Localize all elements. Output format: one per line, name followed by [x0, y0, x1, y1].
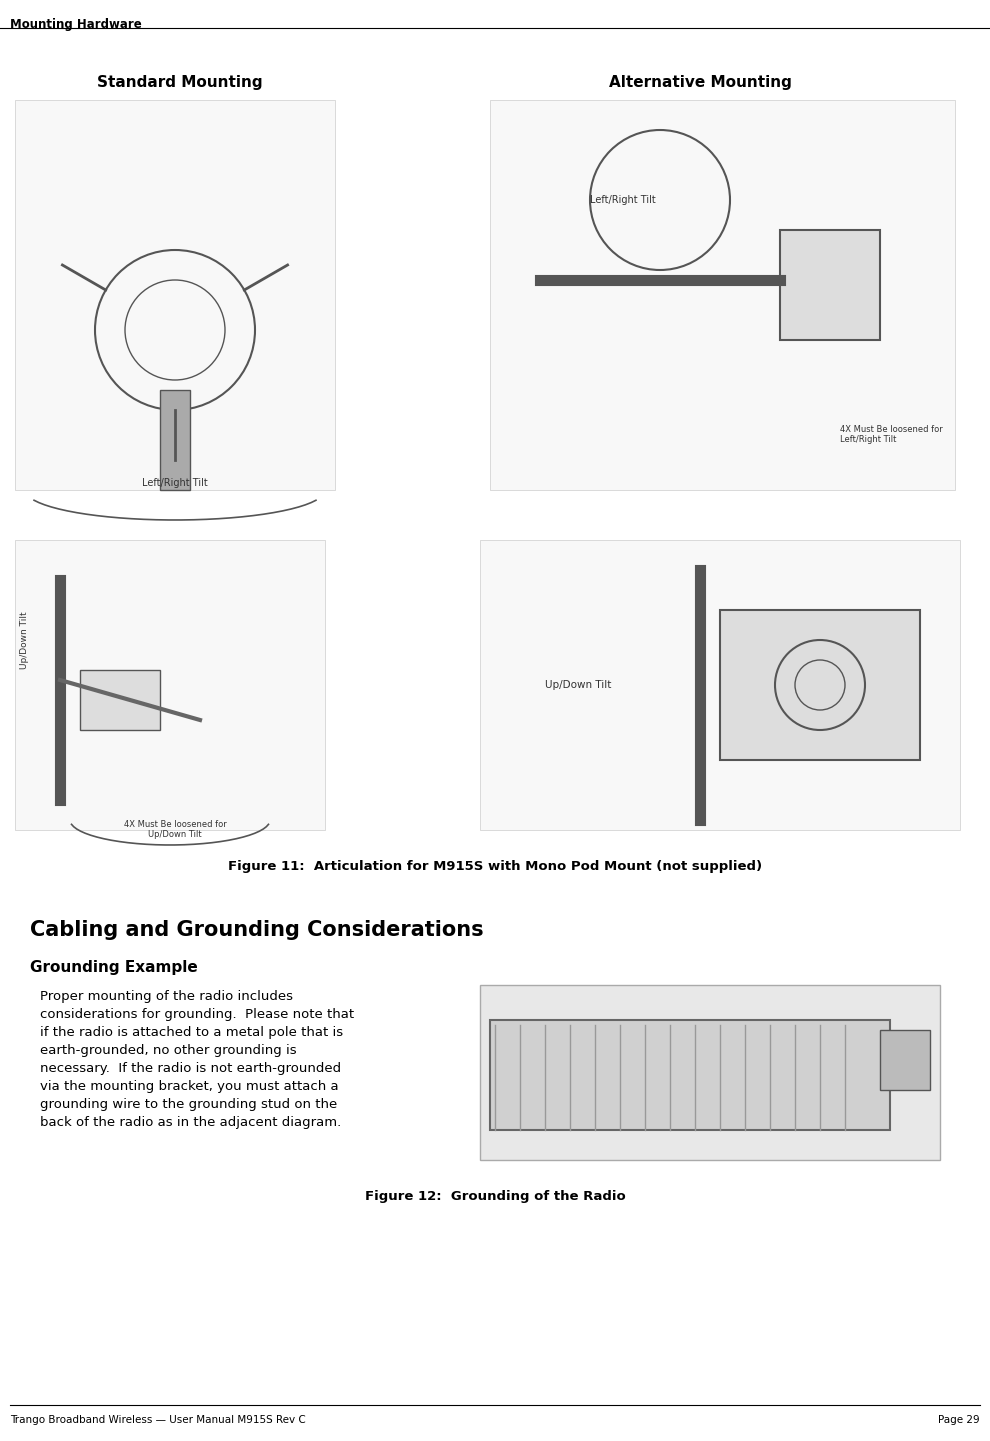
FancyBboxPatch shape: [15, 540, 325, 830]
Bar: [160, 391, 190, 490]
Text: Proper mounting of the radio includes
considerations for grounding.  Please note: Proper mounting of the radio includes co…: [40, 990, 354, 1128]
FancyBboxPatch shape: [720, 610, 920, 759]
Text: Figure 12:  Grounding of the Radio: Figure 12: Grounding of the Radio: [364, 1190, 626, 1203]
FancyBboxPatch shape: [780, 231, 880, 340]
Text: Alternative Mounting: Alternative Mounting: [609, 75, 791, 89]
Text: Page 29: Page 29: [939, 1415, 980, 1425]
Text: Trango Broadband Wireless — User Manual M915S Rev C: Trango Broadband Wireless — User Manual …: [10, 1415, 306, 1425]
Text: Left/Right Tilt: Left/Right Tilt: [590, 195, 655, 205]
Text: Left/Right Tilt: Left/Right Tilt: [143, 478, 208, 488]
Text: 4X Must Be loosened for
Left/Right Tilt: 4X Must Be loosened for Left/Right Tilt: [840, 425, 942, 444]
Text: Mounting Hardware: Mounting Hardware: [10, 17, 142, 32]
Text: Standard Mounting: Standard Mounting: [97, 75, 262, 89]
FancyBboxPatch shape: [480, 986, 940, 1160]
Text: Figure 11:  Articulation for M915S with Mono Pod Mount (not supplied): Figure 11: Articulation for M915S with M…: [228, 860, 762, 873]
Text: 4X Must Be loosened for
Up/Down Tilt: 4X Must Be loosened for Up/Down Tilt: [124, 820, 227, 840]
FancyBboxPatch shape: [490, 1020, 890, 1130]
Text: Cabling and Grounding Considerations: Cabling and Grounding Considerations: [30, 919, 484, 940]
FancyBboxPatch shape: [880, 1030, 930, 1089]
Text: Grounding Example: Grounding Example: [30, 960, 198, 976]
FancyBboxPatch shape: [80, 670, 160, 731]
Text: Up/Down Tilt: Up/Down Tilt: [20, 611, 29, 669]
Text: Up/Down Tilt: Up/Down Tilt: [545, 680, 612, 690]
FancyBboxPatch shape: [15, 99, 335, 490]
FancyBboxPatch shape: [490, 99, 955, 490]
FancyBboxPatch shape: [480, 540, 960, 830]
